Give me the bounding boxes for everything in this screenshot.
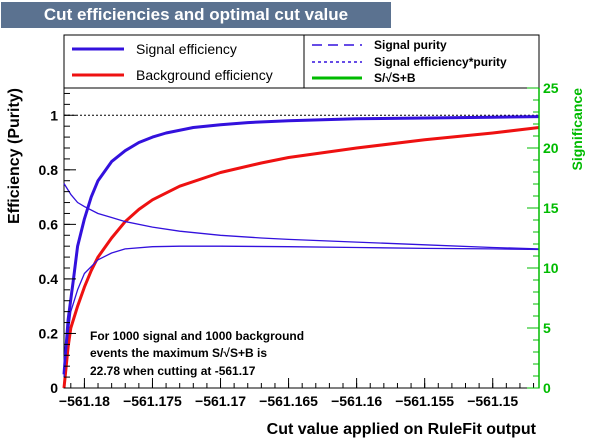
annotation-line-1: For 1000 signal and 1000 background: [90, 329, 304, 343]
x-axis-title: Cut value applied on RuleFit output: [267, 421, 537, 438]
series-line-signal-efficiency: [62, 115, 540, 375]
y2-tick-label: 0: [543, 380, 551, 396]
x-tick-label: −561.175: [123, 393, 182, 409]
y-tick-label: 0.6: [39, 216, 59, 232]
y-tick-label: 0.4: [39, 271, 59, 287]
y-axis-title: Efficiency (Purity): [6, 88, 23, 224]
legend-right: Signal purity Signal efficiency*purity S…: [303, 34, 540, 89]
chart-title: Cut efficiencies and optimal cut value: [1, 2, 391, 28]
series-line-signal-efficiency-purity: [63, 245, 540, 378]
x-axis: −561.18 −561.175 −561.17 −561.165 −561.16 −56…: [59, 378, 535, 409]
series-line-background-efficiency: [62, 126, 540, 389]
y-axis-right: 0 5 10 15 20 25: [527, 80, 559, 396]
y-tick-label: 0.8: [39, 162, 59, 178]
plot-frame: [63, 87, 540, 389]
y-tick-label: 0: [50, 380, 58, 396]
legend-signal-efficiency-label: Signal efficiency: [136, 41, 237, 57]
x-tick-label: −561.16: [331, 393, 382, 409]
legend-left: Signal efficiency Background efficiency: [63, 34, 305, 89]
legend-significance-label: S/√S+B: [374, 71, 416, 85]
annotation: For 1000 signal and 1000 background even…: [90, 329, 304, 378]
y-tick-label: 1: [50, 107, 58, 123]
x-tick-label: −561.155: [395, 393, 454, 409]
legend-signal-purity-label: Signal purity: [374, 38, 447, 52]
x-tick-label: −561.15: [467, 393, 518, 409]
y-tick-label: 0.2: [39, 325, 59, 341]
series-group: [62, 115, 540, 389]
x-tick-label: −561.165: [259, 393, 318, 409]
legend-background-efficiency-label: Background efficiency: [136, 67, 273, 83]
x-tick-label: −561.17: [195, 393, 246, 409]
legend-signal-eff-purity-label: Signal efficiency*purity: [374, 55, 507, 69]
y2-tick-label: 10: [543, 260, 559, 276]
x-tick-label: −561.18: [59, 393, 110, 409]
y2-tick-label: 25: [543, 80, 559, 96]
y2-tick-label: 15: [543, 200, 559, 216]
y2-tick-label: 5: [543, 320, 551, 336]
y2-axis-title: Significance: [569, 88, 585, 171]
y2-tick-label: 20: [543, 140, 559, 156]
annotation-line-2: events the maximum S/√S+B is: [90, 346, 267, 360]
y-axis-left: 0 0.2 0.4 0.6 0.8 1: [39, 92, 76, 396]
series-line-signal-purity: [63, 183, 540, 250]
annotation-line-3: 22.78 when cutting at -561.17: [90, 364, 256, 378]
